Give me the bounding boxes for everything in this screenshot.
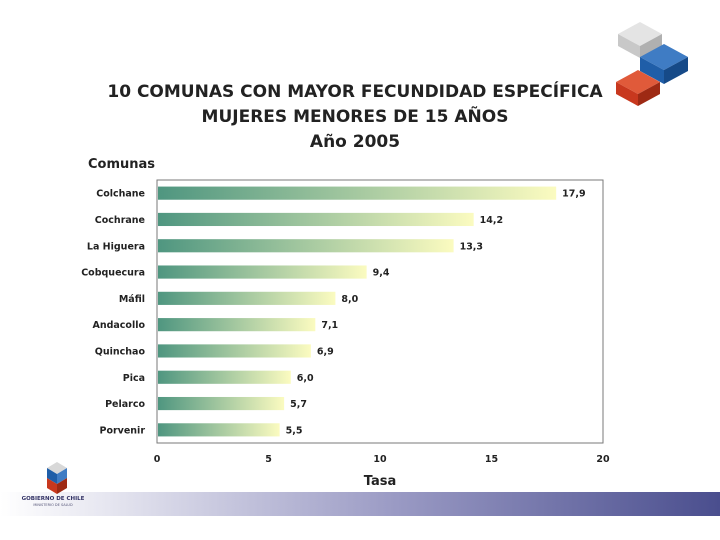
bar-3 — [158, 239, 454, 253]
bar-10 — [158, 423, 280, 437]
white-cube-left — [618, 34, 640, 58]
blue-cube — [640, 44, 688, 84]
x-tick-label-4: 15 — [485, 454, 498, 465]
category-label-3: La Higuera — [87, 241, 145, 252]
category-label-5: Máfil — [119, 294, 145, 305]
x-tick-label-5: 20 — [596, 454, 610, 465]
category-label-2: Cochrane — [95, 215, 145, 226]
red-cube-right — [638, 82, 660, 106]
value-label-4: 9,4 — [373, 268, 390, 279]
cubes-logo-icon — [616, 22, 688, 106]
blue-cube-right — [664, 57, 688, 84]
chart-title-line-1: 10 COMUNAS CON MAYOR FECUNDIDAD ESPECÍFI… — [107, 80, 603, 102]
gov-cube-blue-2 — [57, 468, 67, 484]
x-axis-title: Tasa — [364, 474, 396, 489]
red-cube — [616, 70, 660, 106]
value-label-3: 13,3 — [460, 241, 483, 252]
x-ticks-group: 0 5 10 15 20 — [154, 454, 610, 465]
category-label-7: Quinchao — [95, 346, 146, 357]
value-label-9: 5,7 — [290, 399, 307, 410]
gov-cube-red — [47, 478, 57, 494]
value-label-7: 6,9 — [317, 346, 334, 357]
x-tick-label-2: 5 — [265, 454, 272, 465]
gov-cube-red-2 — [57, 478, 67, 494]
gov-cube-blue — [47, 468, 57, 484]
chart-title-line-2: MUJERES MENORES DE 15 AÑOS — [202, 104, 509, 127]
bar-5 — [158, 291, 336, 305]
value-label-1: 17,9 — [562, 189, 585, 200]
x-tick-label-1: 0 — [154, 454, 161, 465]
bar-6 — [158, 318, 316, 332]
gov-name: GOBIERNO DE CHILE — [21, 496, 85, 502]
value-label-10: 5,5 — [286, 425, 303, 436]
x-tick-label-3: 10 — [373, 454, 387, 465]
white-cube — [618, 22, 662, 58]
bars-group: Colchane 17,9 Cochrane 14,2 La Higuera 13,3 Co… — [81, 186, 586, 437]
value-label-8: 6,0 — [297, 373, 314, 384]
category-label-8: Pica — [123, 373, 145, 384]
footer-band — [0, 492, 720, 516]
category-label-9: Pelarco — [105, 399, 145, 410]
bar-8 — [158, 370, 291, 384]
government-logo-icon — [47, 462, 67, 494]
category-label-4: Cobquecura — [81, 268, 145, 279]
value-label-6: 7,1 — [321, 320, 338, 331]
category-label-10: Porvenir — [99, 425, 145, 436]
red-cube-left — [616, 82, 638, 106]
y-axis-title: Comunas — [88, 157, 155, 172]
chart-title-line-3: Año 2005 — [310, 132, 400, 152]
white-cube-right — [640, 34, 662, 58]
plot-area-border — [156, 179, 604, 444]
category-label-1: Colchane — [96, 189, 145, 200]
bar-1 — [158, 186, 557, 200]
bar-7 — [158, 344, 311, 358]
value-label-2: 14,2 — [480, 215, 503, 226]
bar-2 — [158, 212, 474, 227]
bar-9 — [158, 396, 285, 411]
blue-cube-left — [640, 57, 664, 84]
category-label-6: Andacollo — [92, 320, 145, 331]
bar-4 — [158, 265, 367, 279]
value-label-5: 8,0 — [341, 294, 358, 305]
ministry-name: MINISTERIO DE SALUD — [33, 503, 73, 507]
